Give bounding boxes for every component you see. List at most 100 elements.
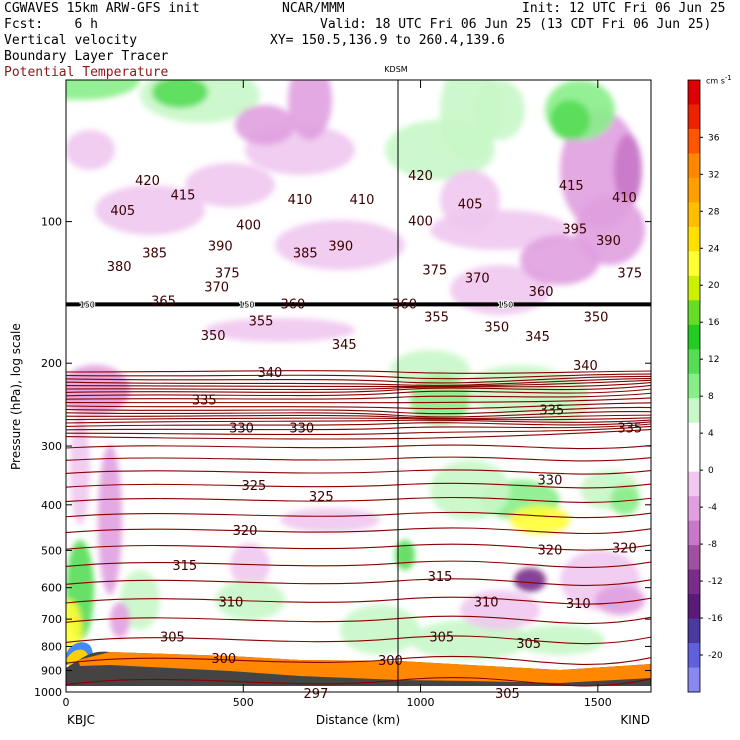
theta-label: 320 bbox=[538, 543, 563, 558]
colorbar-swatch bbox=[688, 447, 700, 473]
velocity-region bbox=[66, 130, 115, 170]
velocity-region bbox=[110, 602, 130, 638]
colorbar-swatch bbox=[688, 422, 700, 448]
field-boundary-layer-tracer: Boundary Layer Tracer bbox=[4, 49, 169, 64]
organization-label: NCAR/MMM bbox=[282, 1, 345, 16]
theta-label: 415 bbox=[559, 179, 584, 194]
velocity-region bbox=[514, 568, 546, 592]
theta-label: 385 bbox=[142, 247, 167, 262]
theta-label: 410 bbox=[288, 193, 313, 208]
y-tick-label: 200 bbox=[41, 357, 62, 370]
left-endpoint-label: KBJC bbox=[67, 713, 95, 727]
y-tick-label: 1000 bbox=[34, 686, 62, 699]
x-tick-label: 1500 bbox=[584, 696, 612, 709]
theta-contour bbox=[66, 370, 651, 374]
y-tick-label: 700 bbox=[41, 613, 62, 626]
plot-frame bbox=[65, 79, 652, 693]
theta-label: 375 bbox=[617, 267, 642, 282]
velocity-region bbox=[235, 105, 295, 145]
colorbar-swatch bbox=[688, 104, 700, 130]
colorbar-tick-label: 4 bbox=[708, 429, 714, 439]
x-tick-label: 1000 bbox=[407, 696, 435, 709]
velocity-region bbox=[430, 460, 510, 520]
theta-label: 335 bbox=[539, 403, 564, 418]
colorbar-swatch bbox=[688, 569, 700, 595]
tracer-label: 150 bbox=[80, 300, 95, 309]
field-vertical-velocity: Vertical velocity bbox=[4, 33, 138, 48]
theta-label: 400 bbox=[236, 219, 261, 234]
field-potential-temperature: Potential Temperature bbox=[4, 65, 169, 80]
colorbar-swatch bbox=[688, 471, 700, 497]
velocity-region bbox=[66, 80, 140, 100]
colorbar-swatch bbox=[688, 520, 700, 546]
theta-label: 315 bbox=[172, 559, 197, 574]
kdsm-marker-label: KDSM bbox=[384, 65, 407, 74]
theta-label: 310 bbox=[566, 597, 591, 612]
theta-contour bbox=[66, 382, 651, 391]
theta-label: 330 bbox=[289, 421, 314, 436]
theta-label: 360 bbox=[529, 285, 554, 300]
velocity-region bbox=[70, 415, 90, 525]
colorbar-unit: cm s-1 bbox=[706, 74, 732, 86]
velocity-region bbox=[510, 506, 570, 534]
theta-contour bbox=[66, 375, 651, 384]
colorbar-tick-label: 28 bbox=[708, 207, 720, 217]
theta-label: 320 bbox=[233, 524, 258, 539]
colorbar-swatch bbox=[688, 618, 700, 644]
colorbar-tick-label: 24 bbox=[708, 244, 720, 254]
velocity-region bbox=[550, 100, 590, 140]
colorbar-swatch bbox=[688, 594, 700, 620]
theta-contour bbox=[66, 373, 651, 380]
y-tick-label: 300 bbox=[41, 440, 62, 453]
theta-contours bbox=[66, 302, 651, 687]
theta-label: 375 bbox=[215, 267, 240, 282]
theta-label: 320 bbox=[612, 541, 637, 556]
cross-section-coords: XY= 150.5,136.9 to 260.4,139.6 bbox=[270, 33, 505, 48]
velocity-region bbox=[215, 580, 285, 620]
colorbar-tick-label: 16 bbox=[708, 318, 720, 328]
theta-contour bbox=[66, 392, 651, 400]
colorbar-swatch bbox=[688, 251, 700, 277]
colorbar-tick-label: -20 bbox=[708, 651, 723, 661]
theta-label: 370 bbox=[204, 280, 229, 295]
y-tick-label: 600 bbox=[41, 582, 62, 595]
velocity-region bbox=[520, 235, 600, 285]
theta-label: 400 bbox=[408, 215, 433, 230]
tracer-band bbox=[66, 649, 88, 668]
theta-label: 335 bbox=[192, 393, 217, 408]
theta-label: 410 bbox=[612, 191, 637, 206]
theta-label: 305 bbox=[495, 687, 520, 702]
colorbar-swatch bbox=[688, 496, 700, 522]
colorbar: 36 32 28 24 20 16 12 8 4 0 -4 -8 -12 -16 -20 bbox=[687, 79, 723, 693]
velocity-region bbox=[515, 625, 605, 655]
theta-label: 310 bbox=[474, 595, 499, 610]
theta-label: 305 bbox=[429, 630, 454, 645]
velocity-region bbox=[288, 80, 332, 140]
theta-contour bbox=[66, 456, 651, 462]
theta-label: 355 bbox=[249, 314, 274, 329]
theta-label: 375 bbox=[422, 263, 447, 278]
theta-label: 360 bbox=[280, 297, 305, 312]
colorbar-swatch bbox=[688, 128, 700, 154]
theta-label: 350 bbox=[584, 311, 609, 326]
theta-contour bbox=[66, 417, 651, 421]
init-time: Init: 12 UTC Fri 06 Jun 25 bbox=[522, 1, 726, 16]
forecast-hour: Fcst: 6 h bbox=[4, 17, 98, 32]
colorbar-swatch bbox=[688, 349, 700, 375]
y-tick-label: 100 bbox=[41, 216, 62, 229]
axes: 0 500 1000 1500 100 200 300 400 500 600 700 800 900 1… bbox=[34, 79, 652, 709]
x-axis-label: Distance (km) bbox=[316, 713, 400, 727]
theta-contour bbox=[66, 397, 651, 404]
colorbar-swatch bbox=[688, 545, 700, 571]
velocity-region bbox=[120, 570, 160, 630]
colorbar-swatch bbox=[688, 202, 700, 228]
theta-label: 345 bbox=[332, 338, 357, 353]
theta-contour bbox=[66, 421, 651, 427]
colorbar-swatch bbox=[688, 373, 700, 399]
theta-label: 325 bbox=[309, 490, 334, 505]
colorbar-tick-label: 32 bbox=[708, 170, 719, 180]
theta-label: 305 bbox=[160, 630, 185, 645]
theta-contour bbox=[66, 425, 651, 436]
theta-contour bbox=[66, 410, 651, 418]
theta-label: 390 bbox=[328, 240, 353, 255]
